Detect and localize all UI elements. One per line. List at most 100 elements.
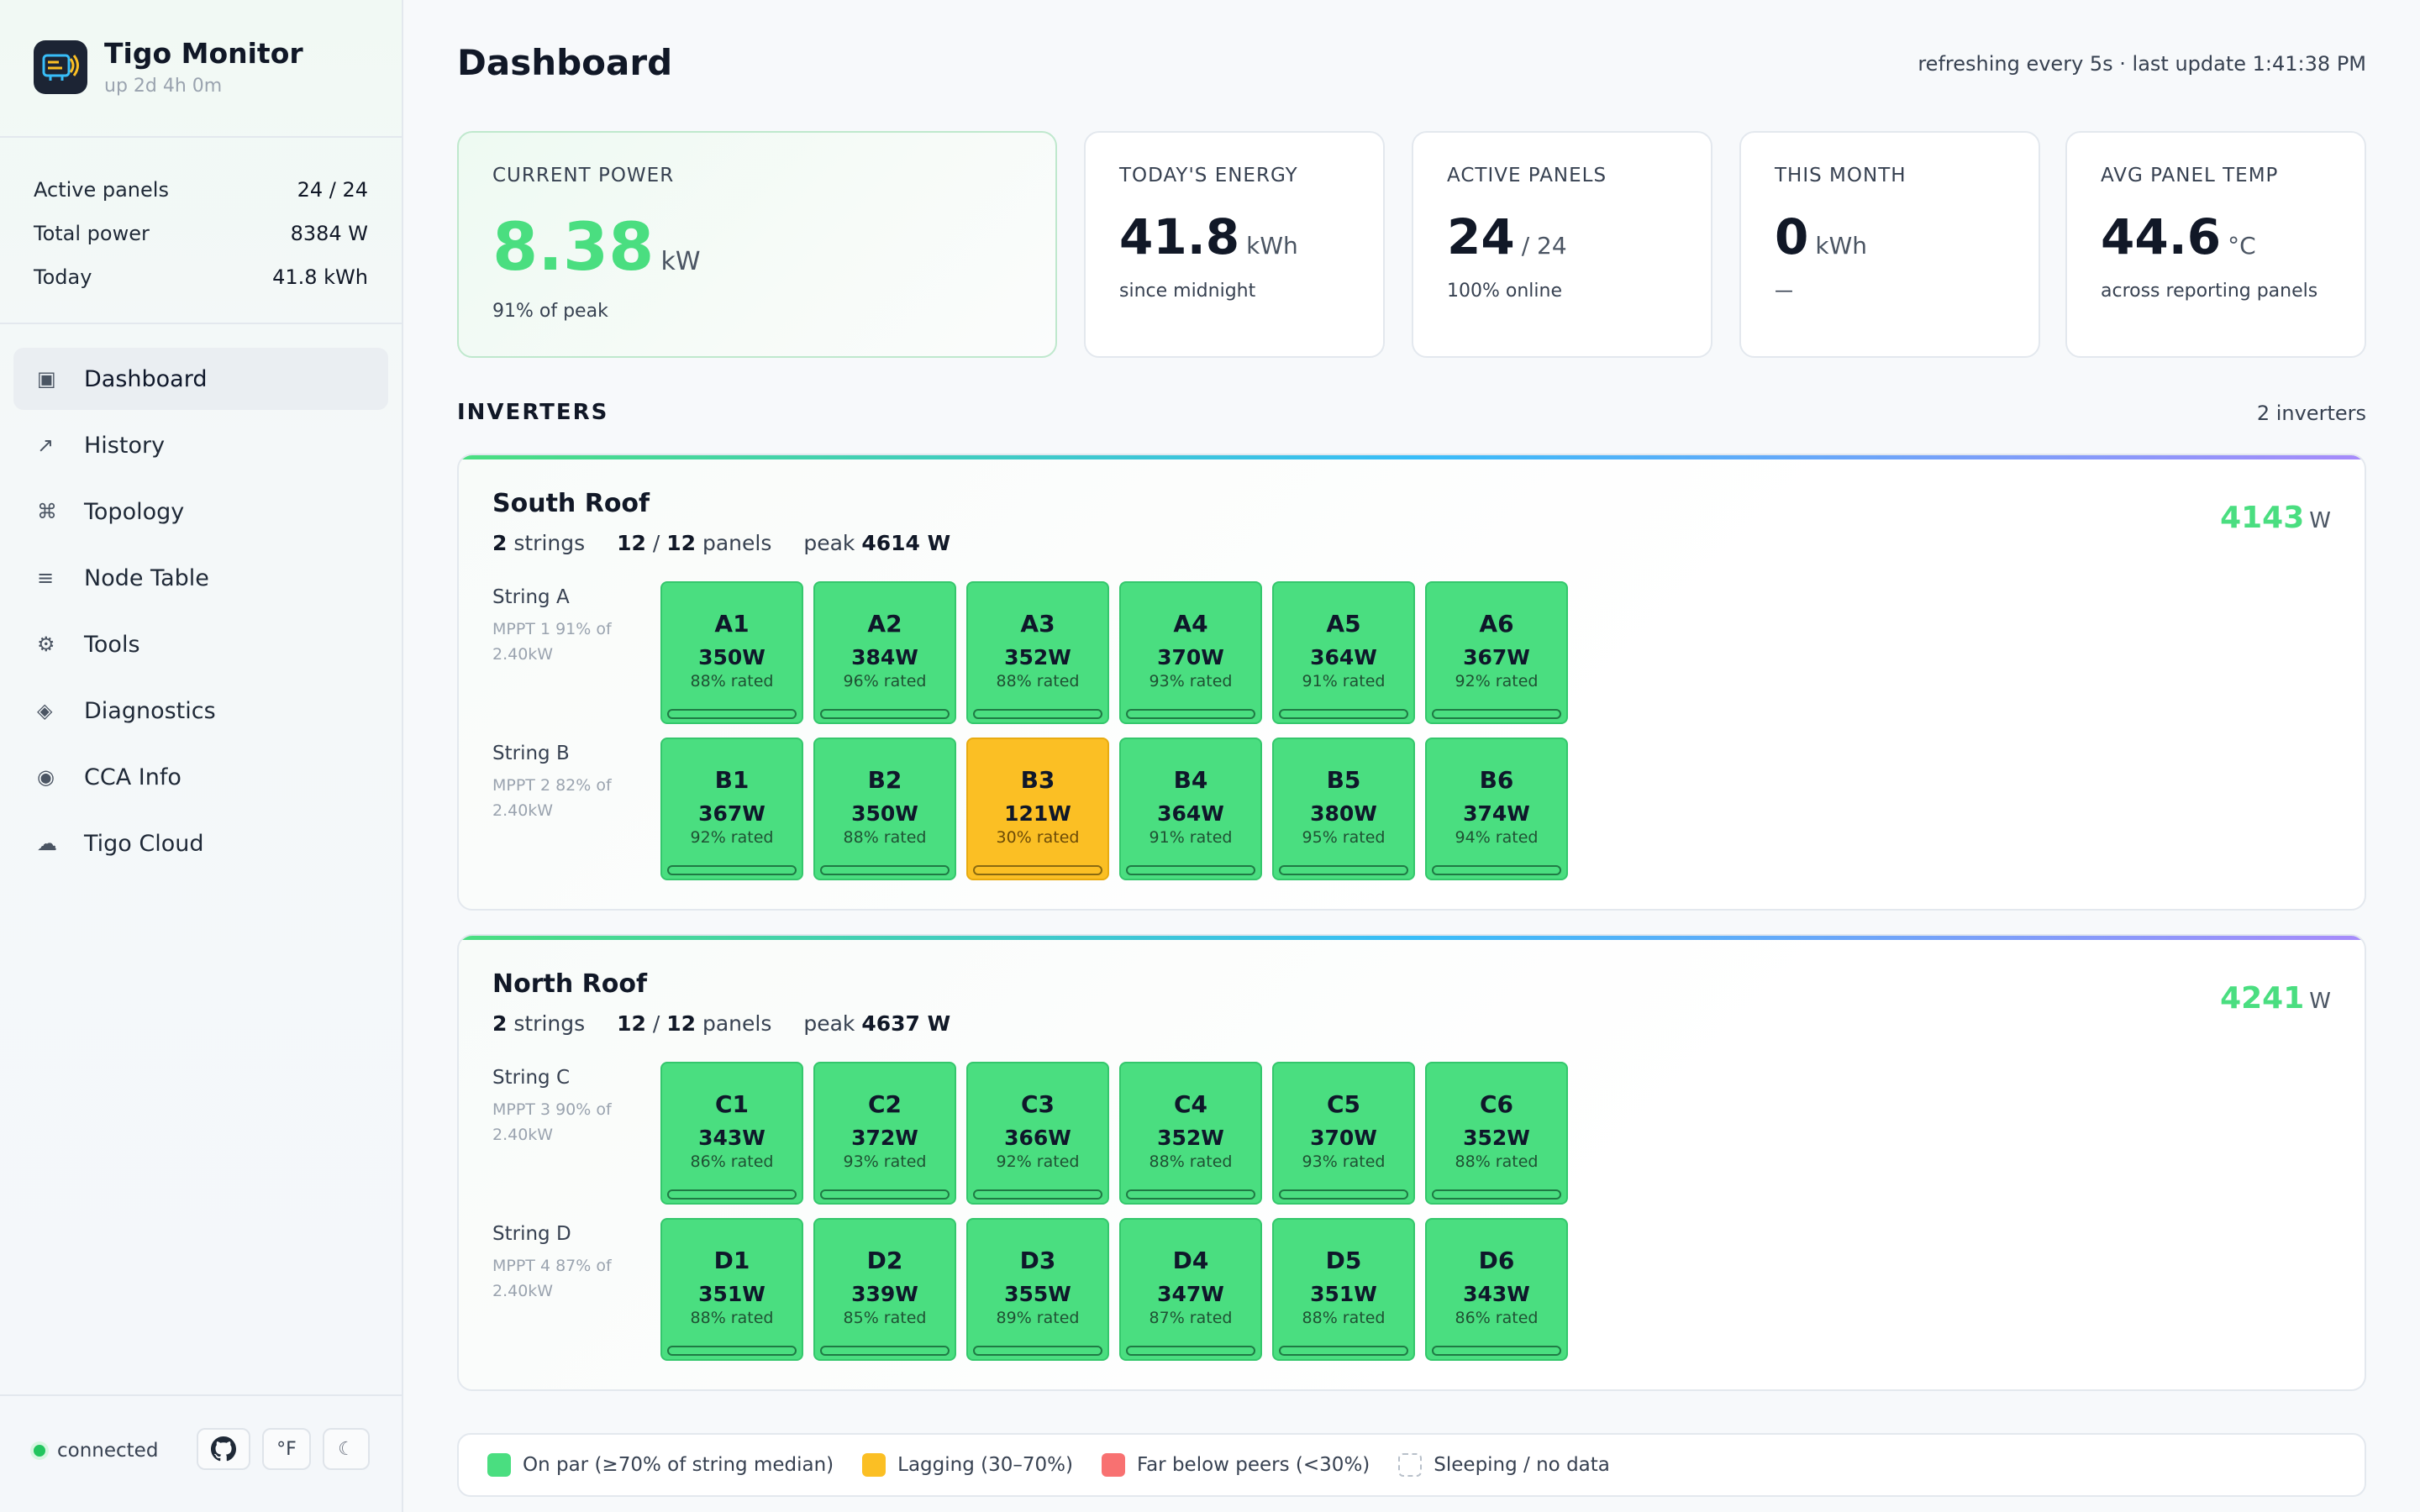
nav-item-cca-info[interactable]: ◉ CCA Info — [13, 746, 388, 808]
panel-id: D2 — [866, 1247, 903, 1274]
brand: Tigo Monitor up 2d 4h 0m — [34, 37, 387, 97]
stat-label: Active panels — [34, 178, 169, 202]
panel-power: 367W — [698, 801, 765, 826]
panel-id: A3 — [1020, 610, 1055, 638]
panel-rated: 88% rated — [1149, 1152, 1233, 1171]
panel-tile[interactable]: A4 370W 93% rated — [1119, 581, 1262, 724]
panels-total: 12 — [666, 1011, 697, 1036]
panel-rated: 87% rated — [1149, 1309, 1233, 1327]
panel-bar — [667, 1189, 797, 1200]
power-value: 4143 — [2220, 501, 2305, 535]
panel-rated: 88% rated — [843, 828, 927, 847]
string-info: String C MPPT 3 90% of 2.40kW — [492, 1067, 635, 1147]
nav-item-tools[interactable]: ⚙ Tools — [13, 613, 388, 675]
stat-value: 24 / 24 — [297, 178, 368, 202]
github-icon — [211, 1436, 236, 1462]
panel-tile[interactable]: C4 352W 88% rated — [1119, 1062, 1262, 1205]
stat-value: 8384 W — [290, 222, 368, 245]
panel-tile[interactable]: C1 343W 86% rated — [660, 1062, 803, 1205]
panel-rated: 88% rated — [1455, 1152, 1539, 1171]
temp-unit-toggle[interactable]: °F — [262, 1428, 311, 1470]
nav-label: Topology — [84, 498, 185, 525]
status-legend: On par (≥70% of string median) Lagging (… — [457, 1433, 2366, 1497]
nav-label: History — [84, 432, 166, 459]
panel-power: 351W — [698, 1282, 765, 1306]
panel-bar — [820, 709, 950, 719]
panel-tile[interactable]: C5 370W 93% rated — [1272, 1062, 1415, 1205]
accent-bar — [459, 936, 2365, 940]
card-unit: kW — [660, 247, 701, 276]
panel-id: B6 — [1479, 766, 1514, 794]
stat-today: Today 41.8 kWh — [34, 255, 368, 299]
panel-rated: 85% rated — [843, 1309, 927, 1327]
nav-item-node-table[interactable]: ≡ Node Table — [13, 547, 388, 609]
panel-bar — [1126, 865, 1255, 875]
panel-tile[interactable]: C3 366W 92% rated — [966, 1062, 1109, 1205]
panel-rated: 86% rated — [1455, 1309, 1539, 1327]
panel-rated: 92% rated — [690, 828, 774, 847]
card-label: THIS MONTH — [1775, 165, 1907, 186]
panel-power: 350W — [851, 801, 918, 826]
panel-tile[interactable]: B4 364W 91% rated — [1119, 738, 1262, 880]
card-sub: 91% of peak — [492, 301, 608, 322]
panel-tile[interactable]: B1 367W 92% rated — [660, 738, 803, 880]
panel-tile[interactable]: D2 339W 85% rated — [813, 1218, 956, 1361]
panel-bar — [973, 1189, 1102, 1200]
string-info: String D MPPT 4 87% of 2.40kW — [492, 1223, 635, 1304]
string-name: String D — [492, 1223, 571, 1245]
gear-icon: ⚙ — [37, 633, 55, 656]
panel-tile[interactable]: D5 351W 88% rated — [1272, 1218, 1415, 1361]
nav-item-topology[interactable]: ⌘ Topology — [13, 480, 388, 543]
string-row-d: String D MPPT 4 87% of 2.40kW D1 351W 88% … — [492, 1218, 1669, 1361]
panel-rated: 92% rated — [1455, 672, 1539, 690]
power-unit: W — [2309, 989, 2331, 1014]
github-button[interactable] — [197, 1428, 250, 1470]
string-count: 2 — [492, 531, 508, 555]
panel-bar — [1279, 709, 1408, 719]
panel-rated: 88% rated — [690, 672, 774, 690]
panel-tile[interactable]: B6 374W 94% rated — [1425, 738, 1568, 880]
nav-item-diagnostics[interactable]: ◈ Diagnostics — [13, 680, 388, 742]
legend-swatch — [1101, 1453, 1125, 1477]
panel-tile[interactable]: C2 372W 93% rated — [813, 1062, 956, 1205]
panels-total: 12 — [666, 531, 697, 555]
dashboard-icon: ▣ — [37, 367, 56, 391]
sidebar-footer: connected °F ☾ — [0, 1394, 402, 1512]
panel-tile[interactable]: B2 350W 88% rated — [813, 738, 956, 880]
panel-power: 350W — [698, 645, 765, 669]
panel-tile[interactable]: A5 364W 91% rated — [1272, 581, 1415, 724]
panel-tile[interactable]: D1 351W 88% rated — [660, 1218, 803, 1361]
panel-tile-lagging[interactable]: B3 121W 30% rated — [966, 738, 1109, 880]
stat-active-panels: Active panels 24 / 24 — [34, 168, 368, 212]
panel-tile[interactable]: D4 347W 87% rated — [1119, 1218, 1262, 1361]
panel-tile[interactable]: A1 350W 88% rated — [660, 581, 803, 724]
panel-power: 352W — [1157, 1126, 1224, 1150]
nav-item-tigo-cloud[interactable]: ☁ Tigo Cloud — [13, 812, 388, 874]
panel-rated: 89% rated — [996, 1309, 1080, 1327]
panel-power: 374W — [1463, 801, 1530, 826]
list-icon: ≡ — [37, 566, 55, 590]
panel-tile[interactable]: A2 384W 96% rated — [813, 581, 956, 724]
legend-item-sleeping: Sleeping / no data — [1398, 1453, 1610, 1477]
theme-toggle-moon-icon[interactable]: ☾ — [323, 1428, 370, 1470]
sidebar: Tigo Monitor up 2d 4h 0m Active panels 2… — [0, 0, 403, 1512]
panel-bar — [1279, 1189, 1408, 1200]
panel-id: A4 — [1173, 610, 1208, 638]
panel-power: 343W — [1463, 1282, 1530, 1306]
panel-tile[interactable]: B5 380W 95% rated — [1272, 738, 1415, 880]
panel-tile[interactable]: D6 343W 86% rated — [1425, 1218, 1568, 1361]
nav-item-history[interactable]: ↗ History — [13, 414, 388, 476]
panel-id: B3 — [1020, 766, 1055, 794]
string-row-c: String C MPPT 3 90% of 2.40kW C1 343W 86% … — [492, 1062, 1669, 1205]
panel-tile[interactable]: A6 367W 92% rated — [1425, 581, 1568, 724]
card-label: TODAY'S ENERGY — [1119, 165, 1298, 186]
nav-item-dashboard[interactable]: ▣ Dashboard — [13, 348, 388, 410]
panel-tile[interactable]: C6 352W 88% rated — [1425, 1062, 1568, 1205]
panel-rated: 88% rated — [996, 672, 1080, 690]
panel-bar — [1279, 1346, 1408, 1356]
panel-tile[interactable]: A3 352W 88% rated — [966, 581, 1109, 724]
panel-tile[interactable]: D3 355W 89% rated — [966, 1218, 1109, 1361]
divider — [0, 323, 402, 324]
panel-power: 366W — [1004, 1126, 1071, 1150]
card-sub: since midnight — [1119, 281, 1256, 302]
